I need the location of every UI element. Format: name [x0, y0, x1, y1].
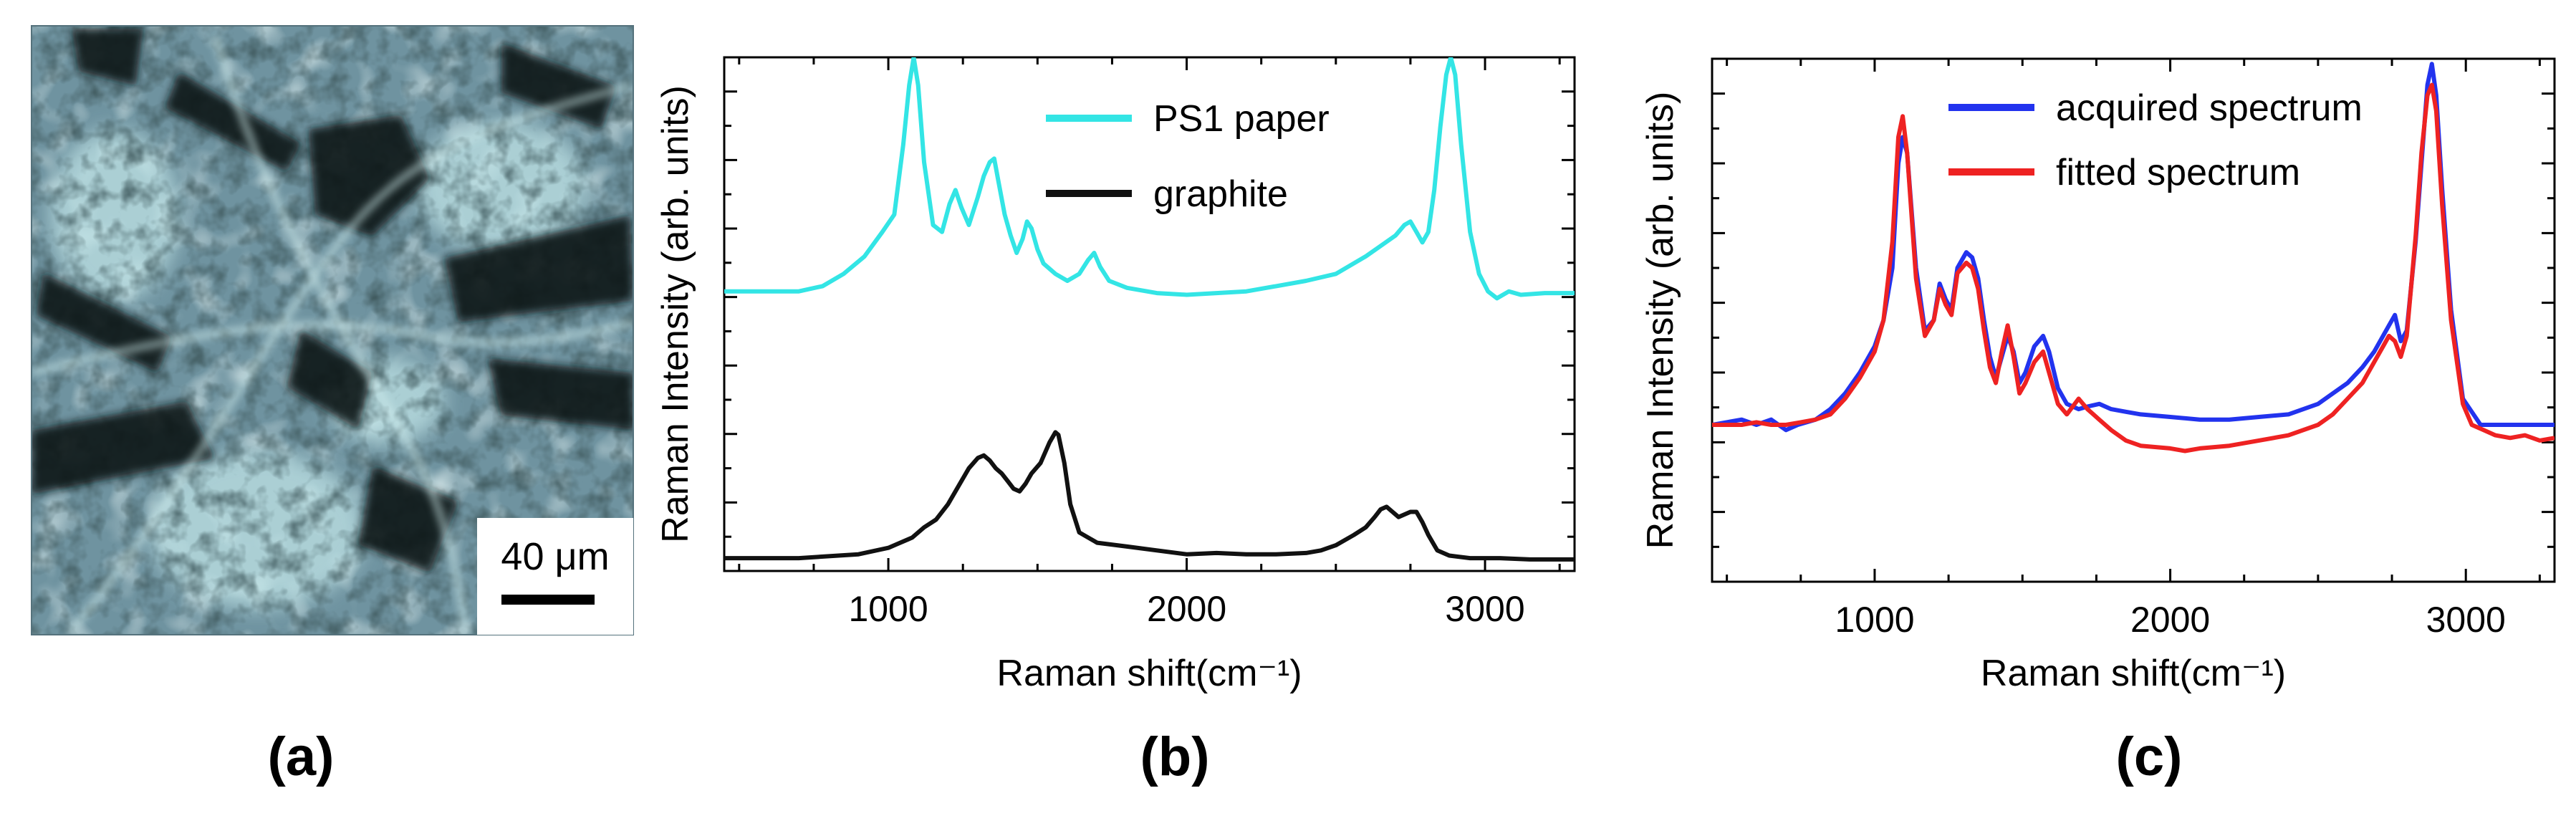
plot-frame	[723, 56, 1576, 572]
x-tick-label: 1000	[1835, 600, 1914, 640]
legend-label: PS1 paper	[1153, 98, 1330, 140]
x-tick-label: 1000	[848, 589, 928, 629]
panel-label-b: (b)	[1140, 726, 1209, 787]
panel-label-a: (a)	[268, 726, 335, 787]
chart-c: 1000 2000 3000 acquired spectrum fitted spec…	[1640, 57, 2556, 787]
y-axis-label: Raman Intensity (arb. units)	[1640, 92, 1681, 549]
micrograph-panel: 40 μm (a)	[31, 25, 634, 787]
legend-label: graphite	[1153, 173, 1288, 215]
legend-label: fitted spectrum	[2056, 152, 2300, 193]
series-line-fitted-spectrum	[1712, 82, 2555, 453]
scale-bar: 40 μm	[477, 518, 633, 635]
plot-area	[1712, 62, 2555, 453]
chart-b: 1000 2000 3000 PS1 paper graphite Raman shift…	[655, 56, 1576, 787]
legend-label: acquired spectrum	[2056, 87, 2363, 129]
x-tick-label: 3000	[1445, 589, 1524, 629]
x-tick-label: 3000	[2426, 600, 2506, 640]
scale-bar-line	[501, 595, 595, 605]
x-tick-label: 2000	[1147, 589, 1226, 629]
plot-area	[724, 57, 1575, 562]
legend: acquired spectrum fitted spectrum	[1948, 87, 2363, 193]
series-line-ps1-paper	[724, 57, 1575, 301]
x-axis-label: Raman shift(cm⁻¹)	[1981, 653, 2286, 694]
panel-label-c: (c)	[2116, 726, 2183, 787]
x-tick-label: 2000	[2130, 600, 2210, 640]
scale-bar-label: 40 μm	[501, 535, 609, 578]
series-line-graphite	[724, 430, 1575, 562]
x-axis-label: Raman shift(cm⁻¹)	[996, 653, 1302, 694]
micrograph-image	[32, 26, 633, 635]
legend: PS1 paper graphite	[1046, 98, 1330, 215]
plot-frame	[1711, 57, 2556, 583]
y-axis-label: Raman Intensity (arb. units)	[655, 85, 696, 543]
